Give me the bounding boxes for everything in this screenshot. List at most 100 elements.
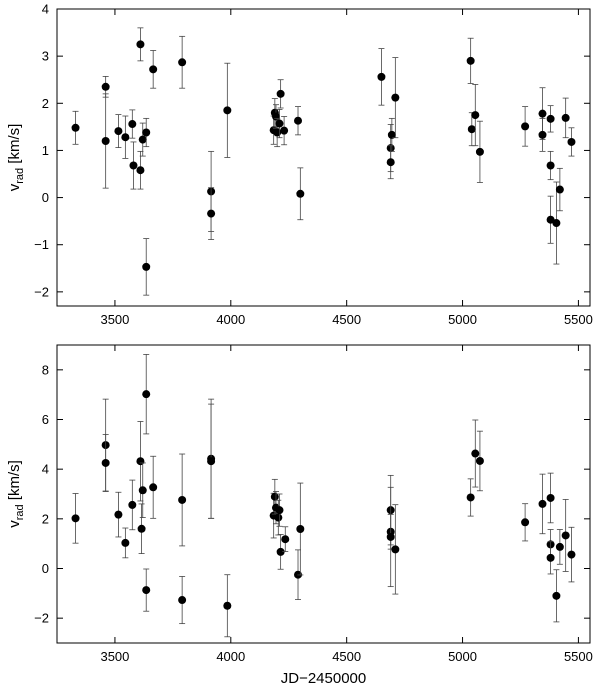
data-point [538, 130, 547, 139]
y-axis-label-main: v [6, 183, 23, 191]
data-point [138, 486, 147, 495]
data-point [114, 510, 123, 519]
data-point [207, 457, 216, 466]
data-point [276, 89, 285, 98]
y-tick-label: 2 [42, 511, 49, 526]
y-tick-label: 4 [42, 2, 49, 17]
data-point [178, 596, 187, 605]
data-point [466, 56, 475, 65]
data-point [280, 126, 289, 135]
data-point [128, 120, 137, 129]
x-tick-label: 5500 [564, 312, 593, 327]
y-tick-label: 6 [42, 412, 49, 427]
data-point [275, 119, 284, 128]
data-point [178, 495, 187, 504]
data-point [552, 219, 561, 228]
data-point [273, 128, 282, 137]
data-point [142, 262, 151, 271]
data-point [270, 492, 279, 501]
plot-frame [56, 344, 591, 644]
x-axis-label: JD−2450000 [281, 670, 367, 687]
y-tick-label: −2 [34, 611, 49, 626]
data-point [561, 531, 570, 540]
data-point [149, 483, 158, 492]
x-tick-label: 3500 [100, 649, 129, 664]
data-point [546, 553, 555, 562]
y-axis-label-main: v [6, 520, 23, 528]
y-tick-label: 2 [42, 96, 49, 111]
data-point [275, 506, 284, 515]
y-tick-label: 4 [42, 462, 49, 477]
data-point [521, 518, 530, 527]
data-point [136, 40, 145, 49]
data-point [223, 601, 232, 610]
data-point [121, 133, 130, 142]
data-point [101, 458, 110, 467]
data-point [391, 545, 400, 554]
top-panel: 3500 4000 4500 5000 5500 −2 −1 0 1 2 3 4 vrad [km/s] [6, 2, 593, 328]
y-tick-label: 0 [42, 190, 49, 205]
y-tick-label: −1 [34, 237, 49, 252]
data-point [386, 158, 395, 167]
x-tick-label: 4500 [332, 649, 361, 664]
data-point [71, 514, 80, 523]
data-point [546, 161, 555, 170]
data-point [274, 513, 283, 522]
data-point [475, 456, 484, 465]
data-point [142, 128, 151, 137]
data-point [296, 525, 305, 534]
data-point [276, 547, 285, 556]
x-tick-label: 5000 [448, 649, 477, 664]
data-point [466, 493, 475, 502]
y-axis-label: vrad [km/s] [6, 124, 26, 192]
y-tick-label: 0 [42, 561, 49, 576]
data-point [391, 93, 400, 102]
data-point [555, 185, 564, 194]
x-tick-label: 5000 [448, 312, 477, 327]
y-axis-label-subscript: rad [14, 504, 26, 520]
data-point [552, 591, 561, 600]
data-point [178, 58, 187, 67]
data-point [555, 542, 564, 551]
plot-frame [56, 8, 591, 307]
data-point [136, 457, 145, 466]
y-axis-label-unit: [km/s] [6, 460, 23, 504]
y-tick-label: 3 [42, 49, 49, 64]
data-point [281, 535, 290, 544]
y-tick-label: 1 [42, 143, 49, 158]
y-axis-label-subscript: rad [14, 168, 26, 184]
data-point [467, 125, 476, 134]
data-point [294, 116, 303, 125]
data-point [567, 137, 576, 146]
data-point [114, 127, 123, 136]
y-axis-label: vrad [km/s] [6, 460, 26, 528]
data-point [567, 550, 576, 559]
data-point [271, 112, 280, 121]
data-point [475, 147, 484, 156]
data-point [121, 538, 130, 547]
data-point [137, 524, 146, 533]
data-point [71, 123, 80, 132]
data-point [129, 161, 138, 170]
data-point [101, 137, 110, 145]
data-point [546, 215, 555, 224]
data-point [223, 106, 232, 115]
data-point [538, 109, 547, 118]
data-point [149, 65, 158, 74]
data-point [538, 499, 547, 508]
bottom-panel: 3500 4000 4500 5000 5500 −2 0 2 4 6 8 vrad [km/s] JD… [6, 344, 593, 687]
data-point [296, 189, 305, 198]
y-axis-label-unit: [km/s] [6, 124, 23, 168]
y-tick-label: −2 [34, 284, 49, 299]
x-tick-label: 4500 [332, 312, 361, 327]
x-tick-label: 4000 [216, 312, 245, 327]
data-point [471, 111, 480, 120]
data-point [142, 390, 151, 399]
data-point [546, 493, 555, 502]
data-point [101, 82, 110, 91]
data-point [128, 500, 137, 509]
data-point [386, 532, 395, 541]
data-point [142, 586, 151, 595]
data-point [521, 122, 530, 131]
